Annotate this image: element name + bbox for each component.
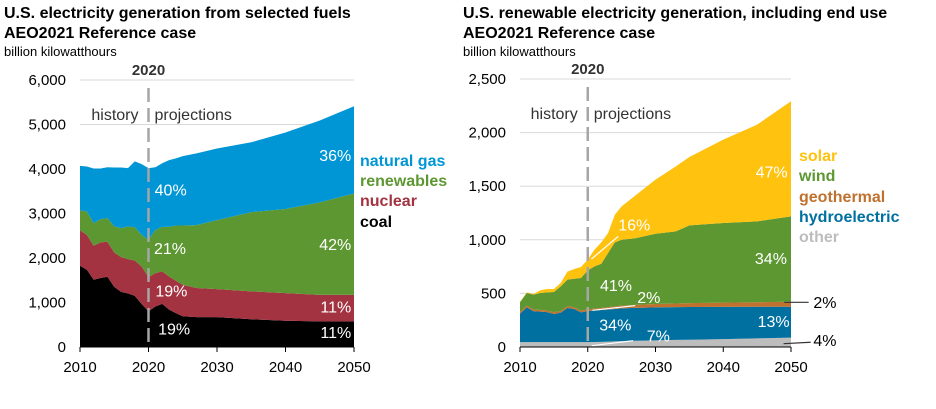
legend-geothermal: geothermal	[799, 189, 885, 206]
legend-renewables: renewables	[360, 173, 447, 190]
x-tick-label: 2030	[639, 359, 672, 376]
y-tick-label: 2,000	[28, 250, 66, 267]
legend-natural-gas: natural gas	[360, 153, 445, 170]
annotation-leader-line	[783, 341, 811, 345]
share-label: 11%	[320, 299, 351, 316]
y-tick-label: 500	[481, 285, 506, 302]
history-label: history	[91, 107, 138, 124]
share-label: 19%	[158, 321, 190, 338]
area-solar	[520, 101, 791, 303]
share-label: 2%	[637, 290, 660, 307]
left-chart-subtitle: AEO2021 Reference case	[4, 25, 196, 42]
y-tick-label: 1,000	[28, 295, 66, 312]
share-label: 47%	[756, 165, 788, 182]
x-tick-label: 2050	[774, 359, 807, 376]
x-tick-label: 2020	[571, 359, 604, 376]
share-label: 21%	[154, 241, 186, 258]
left-chart: U.S. electricity generation from selecte…	[4, 5, 447, 376]
share-label: 40%	[155, 182, 187, 199]
left-chart-title: U.S. electricity generation from selecte…	[4, 5, 351, 22]
y-tick-label: 0	[58, 339, 66, 356]
x-tick-label: 2040	[707, 359, 740, 376]
area-other	[520, 337, 791, 347]
projections-label: projections	[155, 107, 232, 124]
right-chart-subtitle: AEO2021 Reference case	[463, 25, 655, 42]
x-tick-label: 2040	[269, 359, 302, 376]
y-tick-label: 2,500	[468, 71, 506, 88]
x-tick-label: 2030	[200, 359, 233, 376]
right-chart-title: U.S. renewable electricity generation, i…	[463, 5, 887, 22]
y-tick-label: 1,500	[468, 178, 506, 195]
legend-wind: wind	[798, 168, 835, 185]
legend-other: other	[799, 229, 839, 246]
divider-year-label: 2020	[571, 61, 604, 78]
x-tick-label: 2050	[337, 359, 370, 376]
share-label: 4%	[813, 333, 836, 350]
area-coal	[80, 265, 354, 347]
share-label: 11%	[320, 325, 351, 342]
divider-year-label: 2020	[132, 62, 165, 79]
legend-nuclear: nuclear	[360, 193, 417, 210]
share-label: 16%	[618, 218, 650, 235]
share-label: 36%	[319, 148, 351, 165]
share-label: 34%	[599, 318, 631, 335]
legend-solar: solar	[799, 148, 837, 165]
y-tick-label: 6,000	[28, 72, 66, 89]
x-tick-label: 2010	[503, 359, 536, 376]
x-tick-label: 2010	[63, 359, 96, 376]
y-tick-label: 0	[498, 339, 506, 356]
y-tick-label: 1,000	[468, 232, 506, 249]
annotation-leader-line	[591, 235, 619, 260]
share-label: 41%	[600, 278, 632, 295]
y-tick-label: 5,000	[28, 117, 66, 134]
share-label: 7%	[647, 329, 670, 346]
left-plot-area: 0 1,000 2,000 3,000 4,000 5,000 6,000 2010 2020 2…	[28, 62, 447, 376]
projections-label: projections	[594, 106, 671, 123]
right-chart: U.S. renewable electricity generation, i…	[463, 5, 900, 376]
y-tick-label: 3,000	[28, 206, 66, 223]
share-label: 13%	[758, 314, 790, 331]
y-tick-label: 2,000	[468, 125, 506, 142]
annotation-leader-line	[591, 340, 634, 347]
legend-hydroelectric: hydroelectric	[799, 209, 900, 226]
share-label: 2%	[813, 295, 836, 312]
x-tick-label: 2020	[132, 359, 165, 376]
history-label: history	[531, 106, 578, 123]
share-label: 42%	[319, 237, 351, 254]
share-label: 34%	[755, 251, 787, 268]
area-natural-gas	[80, 106, 354, 240]
right-plot-area: 0 500 1,000 1,500 2,000 2,500 2010 2020 2030 2040…	[468, 61, 899, 376]
legend-coal: coal	[360, 214, 392, 231]
right-chart-ylabel: billion kilowatthours	[463, 44, 576, 59]
left-chart-ylabel: billion kilowatthours	[4, 44, 117, 59]
y-tick-label: 4,000	[28, 161, 66, 178]
share-label: 19%	[155, 283, 187, 300]
annotation-leader-line	[592, 305, 636, 311]
